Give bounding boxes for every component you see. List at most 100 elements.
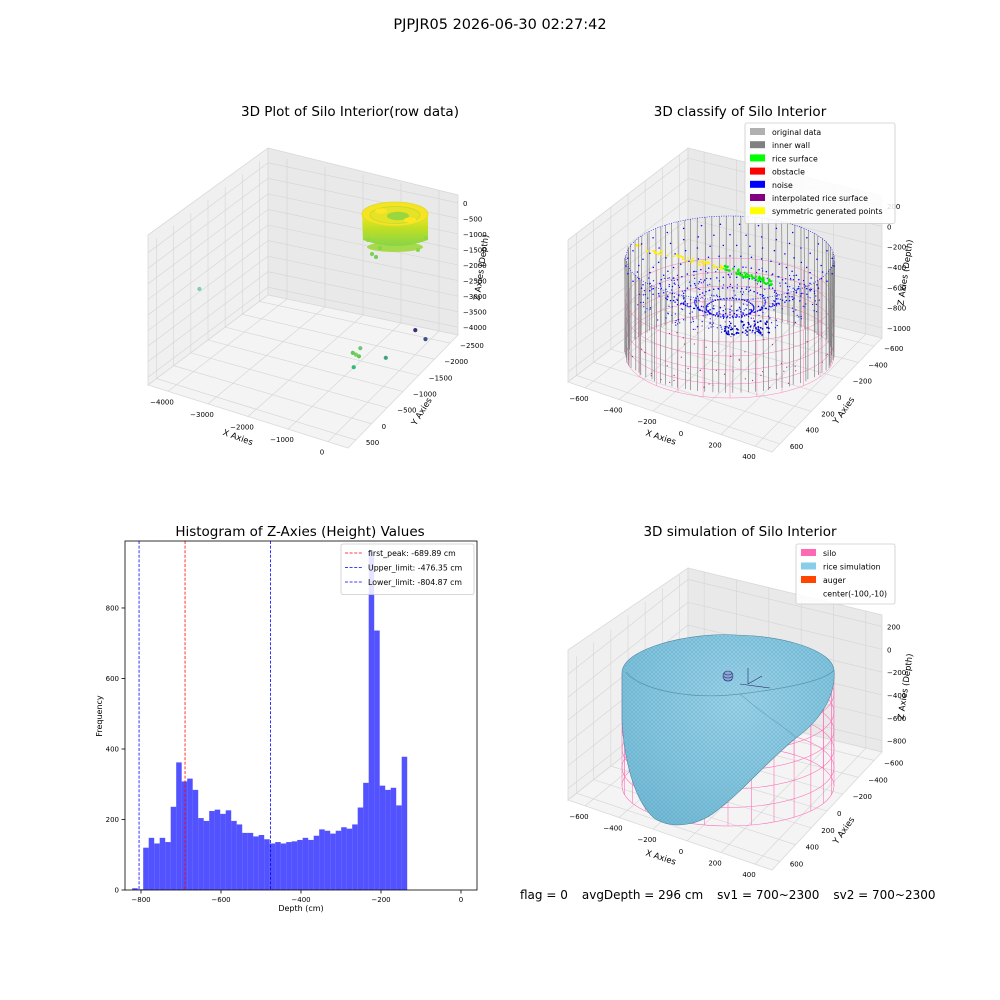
histogram-bar	[269, 843, 276, 890]
p4-xtick: 200	[708, 860, 721, 868]
histogram-bar	[236, 824, 243, 890]
histogram-bar	[247, 832, 254, 890]
p1-point	[383, 355, 388, 360]
panel3-title: Histogram of Z-Axies (Height) Values	[175, 524, 425, 540]
p4-legend-label: silo	[823, 549, 836, 558]
p1-ztick: −3500	[463, 309, 487, 317]
histogram-bar	[357, 807, 364, 890]
histogram-bar	[324, 830, 331, 890]
panel4-title: 3D simulation of Silo Interior	[643, 524, 837, 540]
p1-ztick: −2500	[463, 278, 487, 286]
p2-ztick: 0	[887, 223, 891, 231]
p2-legend-label: inner wall	[772, 141, 810, 150]
p2-legend-swatch	[750, 141, 765, 149]
histogram-ytick: 600	[106, 675, 119, 683]
p4-legend-swatch	[801, 562, 816, 570]
histogram-ytick: 400	[106, 745, 119, 753]
histogram-bar	[253, 836, 259, 890]
histogram-bar	[291, 841, 298, 890]
p4-tick-labels: −600 −400 −200 0 200 400 600 400 200 0 −200 −400 −60…	[569, 623, 906, 879]
p4-ztick: −600	[887, 715, 906, 723]
p2-xtick: −600	[569, 395, 588, 403]
p4-ytick: 600	[790, 861, 803, 869]
histogram-bar	[209, 811, 215, 890]
histogram-bar	[401, 756, 408, 890]
p4-xtick: 0	[679, 848, 683, 856]
p1-xtick: −4000	[150, 398, 174, 406]
p2-legend-swatch	[750, 128, 765, 135]
p4-simulation-surface	[621, 634, 835, 827]
p4-legend-swatch	[801, 576, 816, 583]
p1-ztick: −1000	[463, 231, 487, 239]
p2-legend-swatch	[750, 194, 765, 201]
status-avg-depth: avgDepth = 296 cm	[581, 888, 704, 902]
p4-xtick: −400	[603, 825, 622, 833]
histogram-legend: first_peak: -689.89 cm Upper_limit: -476.…	[340, 543, 475, 595]
histogram-xtick: −200	[371, 896, 390, 904]
p1-ytick: −500	[397, 407, 416, 415]
histogram-bar	[170, 806, 177, 890]
p1-ytick: −1500	[429, 374, 453, 382]
p1-ztick: −1500	[463, 246, 487, 254]
p1-point	[351, 365, 356, 370]
p2-noise	[625, 223, 835, 334]
histogram-bar	[297, 839, 303, 890]
p2-ytick: 400	[806, 427, 819, 435]
p4-ytick: 200	[821, 827, 834, 835]
histogram-ytick: 0	[115, 887, 119, 895]
histogram-bar	[203, 820, 210, 890]
histogram-bar	[346, 828, 353, 890]
histogram-bar	[275, 842, 281, 890]
p2-ztick: −200	[887, 244, 906, 252]
p4-zlabel: Z Axies (Depth)	[896, 653, 915, 720]
histogram-bar	[280, 843, 287, 890]
histogram-bar	[390, 787, 397, 890]
histogram-bar	[335, 830, 342, 890]
p4-xtick: −600	[569, 813, 588, 821]
p2-xtick: −400	[603, 407, 622, 415]
p4-ztick: 0	[887, 646, 891, 654]
p2-ztick: −1000	[887, 325, 911, 333]
p4-rice-mesh	[622, 634, 835, 825]
p2-xtick: 200	[708, 442, 721, 450]
p4-xtick: 400	[742, 871, 755, 879]
panel4-simulation-3d: −600 −400 −200 0 200 400 600 400 200 0 −200 −400 −60…	[567, 543, 916, 879]
p4-ytick: 400	[806, 844, 819, 852]
p2-legend-swatch	[750, 167, 765, 175]
p1-ztick: −4000	[463, 324, 487, 332]
p2-legend-swatch	[750, 180, 765, 188]
p1-tick-labels: −4000−3000−2000−100005000−500−1000−1500−…	[150, 200, 487, 457]
p4-ztick: −200	[887, 669, 906, 677]
histogram-bar	[187, 778, 193, 890]
p4-legend-label: center(-100,-10)	[823, 590, 887, 599]
p4-legend: silo rice simulation auger center(-100,-10)	[795, 543, 896, 605]
panel2-title: 3D classify of Silo Interior	[653, 104, 827, 120]
p4-ztick: −400	[887, 692, 906, 700]
histogram-bar	[363, 782, 369, 890]
p4-ztick: 200	[887, 623, 900, 631]
p2-tick-labels: −600−400−20002004006004002000−200−400−60…	[569, 203, 910, 461]
histogram-bar	[385, 789, 391, 890]
p1-point	[356, 354, 362, 359]
histogram-bars	[132, 551, 408, 890]
p1-point	[358, 346, 363, 351]
p2-legend-label: rice surface	[772, 154, 818, 163]
histogram-bar	[165, 842, 171, 890]
p1-pane-floor	[147, 294, 459, 449]
histogram-legend-label: Lower_limit: -804.87 cm	[368, 578, 462, 587]
p2-ytick: −200	[853, 378, 872, 386]
p2-legend-label: original data	[772, 128, 821, 137]
histogram-bar	[313, 835, 320, 890]
p1-points	[197, 286, 428, 370]
p2-legend-swatch	[750, 154, 765, 162]
histogram-bar	[308, 839, 314, 890]
p2-legend-label: symmetric generated points	[772, 207, 883, 216]
p4-xtick: −200	[637, 836, 656, 844]
histogram-bar	[214, 809, 221, 890]
p4-legend-label: rice simulation	[823, 563, 881, 572]
histogram-bar	[319, 829, 325, 890]
p1-xtick: 0	[320, 449, 324, 457]
p2-legend-label: obstacle	[772, 168, 805, 177]
histogram-bar	[181, 781, 188, 890]
